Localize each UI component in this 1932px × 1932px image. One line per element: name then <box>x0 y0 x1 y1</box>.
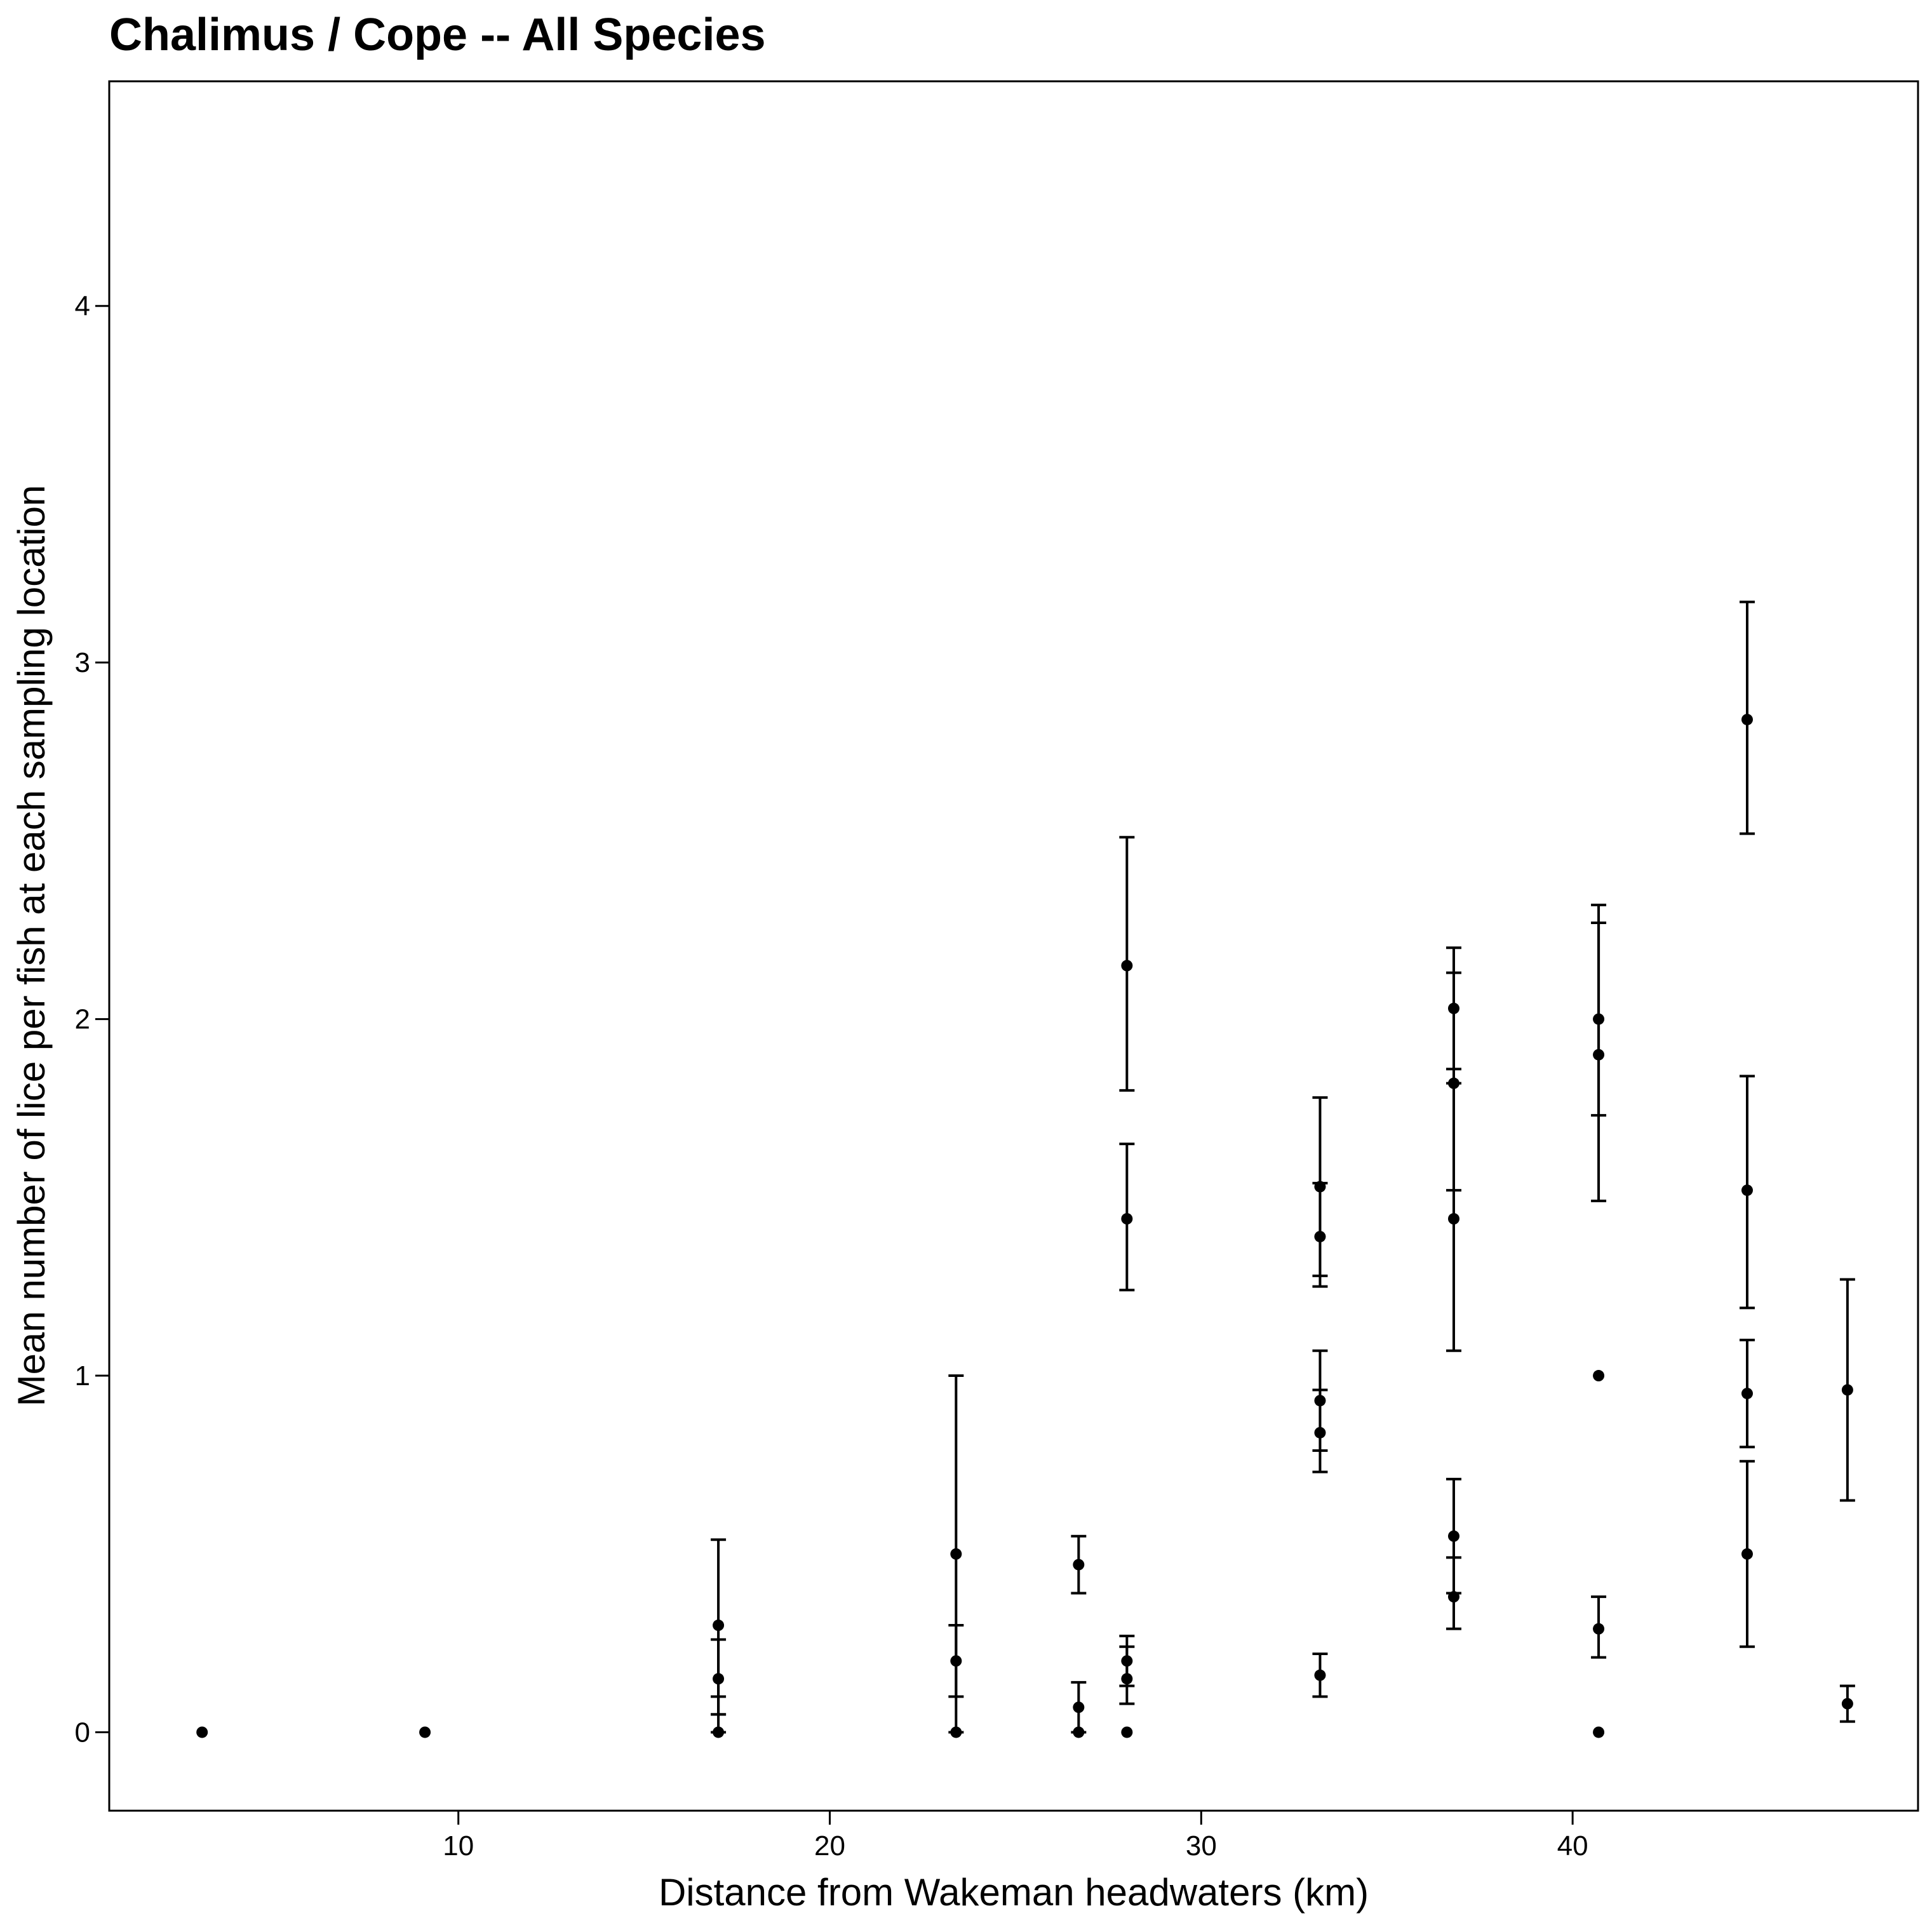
data-point <box>1121 1673 1133 1685</box>
x-axis: 10 20 30 40 <box>443 1811 1588 1862</box>
data-point <box>1741 713 1753 725</box>
data-point <box>1073 1701 1085 1714</box>
data-point <box>950 1548 962 1560</box>
chart-title: Chalimus / Cope -- All Species <box>109 10 766 60</box>
data-point <box>1447 1213 1459 1225</box>
data-point <box>196 1726 208 1738</box>
data-point <box>713 1620 725 1632</box>
y-tick-label: 3 <box>75 647 90 678</box>
data-point <box>1593 1726 1605 1738</box>
y-tick-label: 4 <box>75 291 90 322</box>
data-point <box>1314 1669 1326 1681</box>
data-point <box>1121 960 1133 972</box>
data-point <box>1121 1213 1133 1225</box>
data-point <box>1121 1726 1133 1738</box>
data-point <box>1073 1726 1085 1738</box>
data-point <box>1593 1049 1605 1061</box>
x-tick-label: 20 <box>814 1830 845 1862</box>
x-axis-title: Distance from Wakeman headwaters (km) <box>659 1871 1369 1914</box>
plot-frame <box>108 80 1919 1812</box>
x-tick-label: 10 <box>443 1830 474 1862</box>
data-point <box>1314 1426 1326 1439</box>
data-point <box>1314 1231 1326 1243</box>
data-point <box>950 1726 962 1738</box>
data-point <box>1741 1388 1753 1400</box>
y-tick-label: 2 <box>75 1004 90 1035</box>
y-axis-title: Mean number of lice per fish at each sam… <box>10 485 53 1407</box>
x-tick-label: 30 <box>1186 1830 1217 1862</box>
data-point <box>1447 1591 1459 1603</box>
y-tick-label: 1 <box>75 1360 90 1392</box>
data-point <box>713 1726 725 1738</box>
y-axis: 0 1 2 3 4 <box>75 291 109 1748</box>
data-point <box>1841 1698 1853 1710</box>
data-point <box>1447 1530 1459 1542</box>
data-point <box>1841 1384 1853 1396</box>
data-point <box>1741 1548 1753 1560</box>
x-tick-label: 40 <box>1557 1830 1588 1862</box>
data-point <box>713 1673 725 1685</box>
data-point <box>1741 1184 1753 1197</box>
data-point <box>1593 1370 1605 1382</box>
data-point <box>950 1655 962 1667</box>
data-point <box>419 1726 431 1738</box>
data-point <box>1593 1623 1605 1635</box>
data-marks <box>196 600 1855 1738</box>
y-tick-label: 0 <box>75 1717 90 1748</box>
data-point <box>1073 1559 1085 1571</box>
